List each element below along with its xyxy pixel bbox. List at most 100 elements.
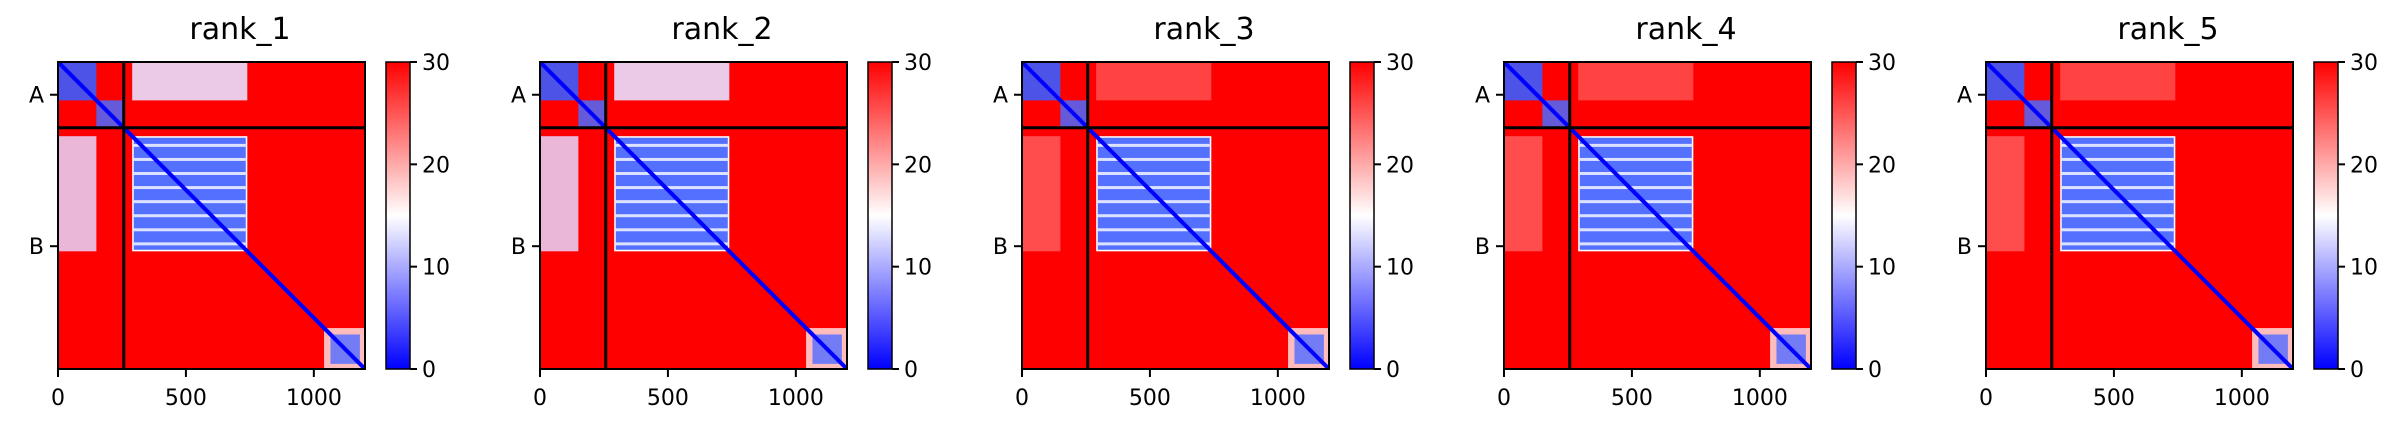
panel-svg: A B 0 500 1000 0 10 20 30 [511, 51, 932, 411]
chain-label-B: B [511, 235, 526, 260]
diagonal-line [1986, 62, 2293, 369]
panel-svg: A B 0 500 1000 0 10 20 30 [993, 51, 1414, 411]
chain-a-b-offdiag-block [1578, 62, 1694, 101]
domain-stripe [1579, 186, 1692, 190]
domain-stripe [2061, 214, 2174, 218]
x-tick-label: 1000 [768, 386, 824, 411]
colorbar-tick-label: 10 [904, 256, 932, 281]
x-tick-label: 1000 [286, 386, 342, 411]
domain-stripe [1097, 157, 1210, 161]
chart-panel-rank_1: rank_1 A B 0 500 1000 0 10 20 30 [0, 0, 480, 438]
domain-stripe [133, 186, 246, 190]
domain-stripe [1097, 143, 1210, 147]
domain-stripe [1579, 143, 1692, 147]
panel-title: rank_1 [189, 12, 291, 47]
pae-heatmap [540, 62, 847, 369]
x-tick-label: 1000 [1250, 386, 1306, 411]
chain-label-B: B [993, 235, 1008, 260]
colorbar-tick-label: 0 [904, 358, 918, 383]
domain-stripe [615, 200, 728, 204]
domain-stripe [615, 157, 728, 161]
domain-stripe [2061, 143, 2174, 147]
domain-stripe [1097, 172, 1210, 176]
colorbar-tick-label: 0 [2350, 358, 2364, 383]
domain-stripe [615, 143, 728, 147]
colorbar-tick-label: 10 [1386, 256, 1414, 281]
domain-stripe [1579, 172, 1692, 176]
domain-stripe [1579, 242, 1692, 246]
colorbar [1831, 61, 1857, 370]
domain-stripe [1579, 200, 1692, 204]
domain-stripe [1097, 228, 1210, 232]
diagonal-line [1504, 62, 1811, 369]
x-tick-label: 0 [1497, 386, 1511, 411]
domain-stripe [2061, 172, 2174, 176]
colorbar-tick-label: 10 [1868, 256, 1896, 281]
domain-stripe [2061, 242, 2174, 246]
chain-label-A: A [511, 84, 526, 109]
panel-svg: A B 0 500 1000 0 10 20 30 [1475, 51, 1896, 411]
colorbar-tick-label: 10 [2350, 256, 2378, 281]
panel-title: rank_5 [2117, 12, 2219, 47]
panel-title: rank_3 [1153, 12, 1255, 47]
x-tick-label: 1000 [2214, 386, 2270, 411]
colorbar-tick-label: 30 [904, 51, 932, 76]
x-tick-label: 0 [533, 386, 547, 411]
chain-b-a-offdiag-block [1022, 136, 1061, 252]
chain-label-B: B [1957, 235, 1972, 260]
x-tick-label: 500 [165, 386, 207, 411]
colorbar-tick-label: 0 [1868, 358, 1882, 383]
pae-heatmap [1022, 62, 1329, 369]
heatmap-frame [539, 61, 848, 370]
x-tick-label: 500 [2093, 386, 2135, 411]
pae-heatmap [58, 62, 365, 369]
domain-stripe [133, 143, 246, 147]
pae-heatmap [1986, 62, 2293, 369]
domain-stripe [133, 214, 246, 218]
chart-panel-rank_5: rank_5 A B 0 500 1000 0 10 20 30 [1928, 0, 2401, 438]
domain-stripe [2061, 228, 2174, 232]
domain-stripe [2061, 186, 2174, 190]
colorbar-tick-label: 30 [422, 51, 450, 76]
panel-svg: A B 0 500 1000 0 10 20 30 [1957, 51, 2378, 411]
diagonal-line [1022, 62, 1329, 369]
diagonal-line [540, 62, 847, 369]
chain-b-a-offdiag-block [540, 136, 579, 252]
domain-stripe [1097, 214, 1210, 218]
x-tick-label: 500 [1129, 386, 1171, 411]
colorbar [1349, 61, 1375, 370]
colorbar [867, 61, 893, 370]
domain-stripe [615, 214, 728, 218]
pae-heatmap [1504, 62, 1811, 369]
colorbar-tick-label: 0 [422, 358, 436, 383]
chain-b-a-offdiag-block [58, 136, 97, 252]
chain-label-A: A [1475, 84, 1490, 109]
colorbar-tick-label: 0 [1386, 358, 1400, 383]
chart-panel-rank_3: rank_3 A B 0 500 1000 0 10 20 30 [964, 0, 1444, 438]
colorbar-tick-label: 30 [2350, 51, 2378, 76]
chain-b-a-offdiag-block [1504, 136, 1543, 252]
heatmap-frame [57, 61, 366, 370]
domain-stripe [615, 172, 728, 176]
chain-a-b-offdiag-block [132, 62, 248, 101]
domain-stripe [133, 157, 246, 161]
colorbar-tick-label: 10 [422, 256, 450, 281]
domain-stripe [1579, 214, 1692, 218]
domain-stripe [133, 242, 246, 246]
domain-stripe [133, 228, 246, 232]
domain-stripe [133, 200, 246, 204]
domain-stripe [1579, 228, 1692, 232]
domain-stripe [2061, 200, 2174, 204]
colorbar [385, 61, 411, 370]
chain-label-A: A [29, 84, 44, 109]
chain-a-b-offdiag-block [1096, 62, 1212, 101]
colorbar-tick-label: 20 [1868, 153, 1896, 178]
chain-label-A: A [1957, 84, 1972, 109]
colorbar-tick-label: 30 [1386, 51, 1414, 76]
chain-b-a-offdiag-block [1986, 136, 2025, 252]
domain-stripe [1097, 186, 1210, 190]
diagonal-line [58, 62, 365, 369]
domain-stripe [615, 186, 728, 190]
chain-label-B: B [29, 235, 44, 260]
